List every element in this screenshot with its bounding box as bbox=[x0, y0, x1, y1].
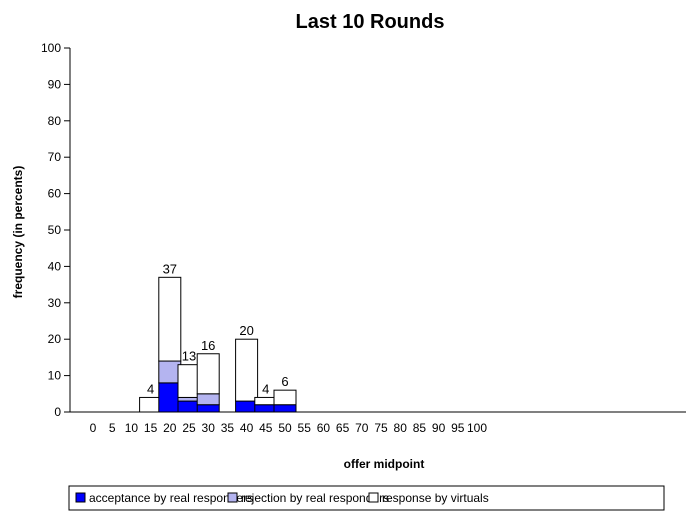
x-tick-label: 30 bbox=[202, 421, 216, 435]
data-label: 16 bbox=[201, 338, 215, 353]
x-tick-label: 20 bbox=[163, 421, 177, 435]
legend-swatch bbox=[227, 492, 238, 503]
legend-box bbox=[68, 485, 665, 511]
legend-swatch bbox=[368, 492, 379, 503]
bar-segment-1 bbox=[273, 404, 297, 413]
x-axis-title: offer midpoint bbox=[344, 457, 425, 471]
bar-segment-3 bbox=[196, 353, 220, 395]
data-label: 4 bbox=[262, 381, 269, 396]
x-tick-label: 25 bbox=[182, 421, 196, 435]
data-label: 20 bbox=[239, 323, 253, 338]
x-tick-label: 65 bbox=[336, 421, 350, 435]
x-tick-label: 45 bbox=[259, 421, 273, 435]
y-tick-label: 20 bbox=[48, 332, 62, 346]
x-tick-label: 10 bbox=[125, 421, 139, 435]
data-label: 6 bbox=[281, 374, 288, 389]
bar-segment-2 bbox=[196, 393, 220, 406]
y-tick-label: 90 bbox=[48, 77, 62, 91]
x-tick-label: 50 bbox=[278, 421, 292, 435]
x-tick-label: 85 bbox=[413, 421, 427, 435]
x-tick-label: 60 bbox=[317, 421, 331, 435]
data-label: 13 bbox=[182, 349, 196, 364]
x-tick-label: 90 bbox=[432, 421, 446, 435]
y-tick-label: 60 bbox=[48, 187, 62, 201]
bar-segment-3 bbox=[273, 389, 297, 406]
bars bbox=[139, 276, 297, 413]
y-tick-label: 10 bbox=[48, 369, 62, 383]
x-tick-label: 55 bbox=[298, 421, 312, 435]
x-tick-label: 35 bbox=[221, 421, 235, 435]
x-tick-label: 75 bbox=[374, 421, 388, 435]
x-tick-label: 5 bbox=[109, 421, 116, 435]
y-tick-label: 50 bbox=[48, 223, 62, 237]
y-tick-label: 30 bbox=[48, 296, 62, 310]
x-tick-label: 100 bbox=[467, 421, 487, 435]
legend-label: response by virtuals bbox=[382, 491, 489, 505]
chart-title: Last 10 Rounds bbox=[296, 11, 445, 33]
legend-swatch bbox=[75, 492, 86, 503]
y-axis-title: frequency (in percents) bbox=[11, 166, 25, 299]
legend-label: rejection by real responders bbox=[241, 491, 389, 505]
y-tick-label: 40 bbox=[48, 259, 62, 273]
data-label: 4 bbox=[147, 381, 154, 396]
y-tick-label: 0 bbox=[54, 405, 61, 419]
y-tick-label: 80 bbox=[48, 114, 62, 128]
legend-label: acceptance by real responders bbox=[89, 491, 253, 505]
x-tick-label: 70 bbox=[355, 421, 369, 435]
x-ticks: 0 5 10 15 20 25 30 35 40 45 50 55 60 65 70 75 80 85 90 95 10… bbox=[90, 421, 488, 435]
x-tick-label: 80 bbox=[394, 421, 408, 435]
x-tick-label: 40 bbox=[240, 421, 254, 435]
bar-segment-1 bbox=[196, 404, 220, 413]
y-ticks: 0 10 20 30 40 50 60 70 80 90 100 bbox=[41, 41, 70, 419]
x-tick-label: 15 bbox=[144, 421, 158, 435]
y-tick-label: 70 bbox=[48, 150, 62, 164]
bar-segment-3 bbox=[158, 276, 182, 362]
bar-segment-3 bbox=[235, 338, 259, 402]
y-tick-label: 100 bbox=[41, 41, 61, 55]
data-label: 37 bbox=[163, 261, 177, 276]
x-tick-label: 0 bbox=[90, 421, 97, 435]
x-tick-label: 95 bbox=[451, 421, 465, 435]
